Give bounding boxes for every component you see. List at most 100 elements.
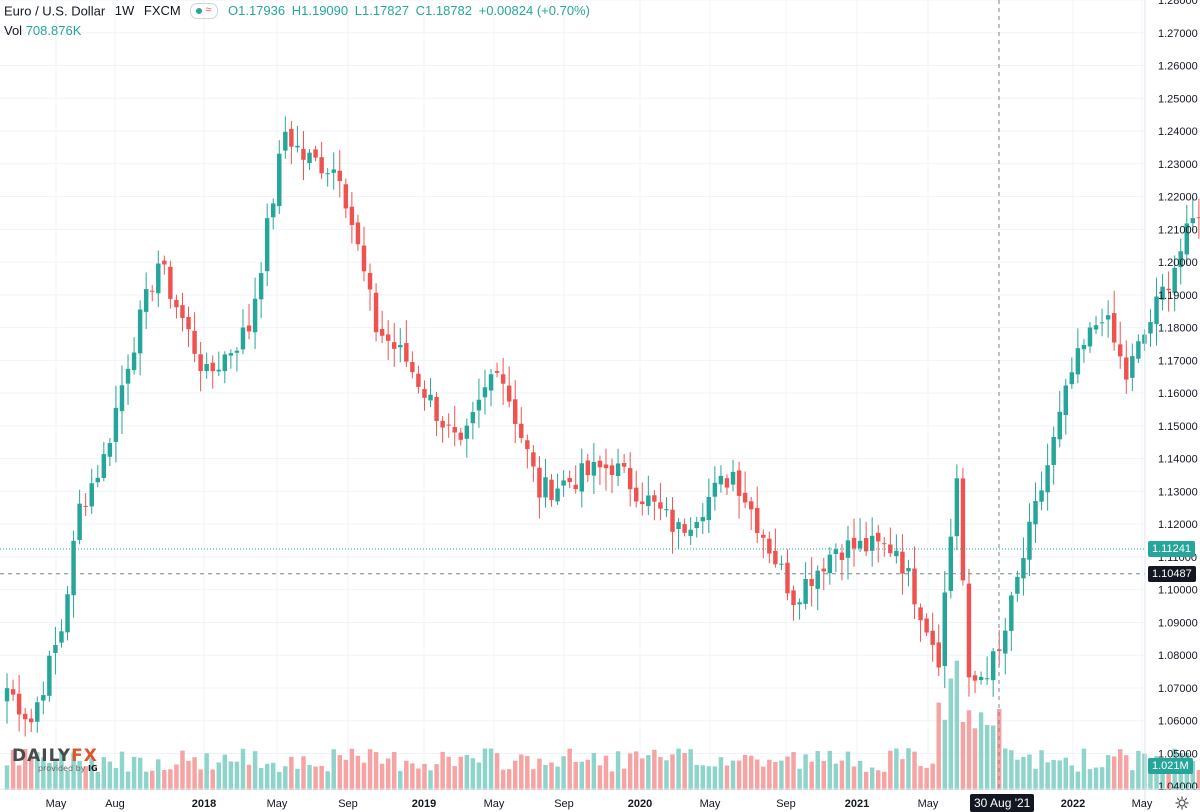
volume-bar: [851, 766, 857, 790]
candle-body: [1130, 356, 1135, 378]
candle-body: [53, 644, 58, 653]
volume-bar: [942, 719, 947, 790]
volume-bar: [779, 760, 784, 790]
volume-bar: [1093, 767, 1099, 790]
crosshair-price-label: 1.10487: [1148, 565, 1196, 582]
candle-body: [676, 522, 681, 530]
candle-body: [791, 590, 796, 606]
volume-bar: [785, 756, 790, 790]
volume-bar: [434, 764, 439, 790]
interval-label[interactable]: 1W: [114, 3, 135, 19]
time-tick-label: 2022: [1061, 798, 1085, 810]
candle-body: [1178, 251, 1183, 268]
gear-icon[interactable]: [1175, 796, 1189, 810]
candle-body: [724, 478, 730, 488]
candle-body: [295, 145, 300, 148]
candle-body: [718, 475, 724, 485]
volume-bar: [621, 768, 627, 790]
crosshair-date-label: 30 Aug '21: [970, 794, 1035, 812]
volume-bar: [458, 756, 463, 790]
price-tick-label: 1.09000: [1158, 617, 1198, 629]
candle-body: [1063, 385, 1068, 416]
volume-bar: [301, 756, 306, 790]
volume-bar: [198, 769, 203, 790]
candle-body: [29, 718, 34, 723]
candle-body: [150, 290, 155, 292]
candle-body: [930, 630, 935, 645]
candle-body: [452, 427, 457, 433]
volume-bar: [349, 748, 355, 790]
volume-bar: [640, 758, 645, 790]
candle-body: [1003, 630, 1008, 654]
candle-body: [555, 488, 560, 502]
volume-bar: [410, 763, 415, 790]
volume-bar: [918, 766, 923, 790]
candle-body: [809, 578, 814, 587]
volume-bar: [180, 750, 185, 790]
symbol-title[interactable]: Euro / U.S. Dollar: [4, 3, 106, 19]
candle-body: [936, 642, 941, 668]
candle-body: [942, 592, 947, 666]
volume-bar: [271, 762, 276, 790]
volume-bar: [960, 721, 966, 790]
candle-body: [525, 440, 530, 450]
candle-body: [682, 524, 687, 533]
price-tick-label: 1.04000: [1158, 781, 1198, 793]
volume-bar: [555, 766, 560, 790]
candle-body: [500, 374, 506, 384]
volume-bar: [47, 762, 52, 790]
volume-bar: [361, 762, 367, 790]
volume-bar: [724, 765, 730, 790]
volume-bar: [888, 750, 893, 790]
logo-text-daily: DAILY: [12, 746, 72, 766]
time-axis[interactable]: May Aug 2018 May Sep 2019 May Sep 2020 May Sep 2021…: [0, 788, 1200, 810]
candle-body: [918, 607, 923, 621]
volume-bar: [1045, 762, 1050, 790]
candle-body: [839, 552, 845, 560]
candle-body: [803, 578, 808, 604]
volume-bar: [634, 751, 639, 790]
candle-body: [373, 292, 379, 333]
volume-bar: [1051, 759, 1056, 790]
candle-body: [156, 263, 161, 294]
candle-body: [264, 218, 270, 272]
candle-body: [579, 463, 584, 492]
high-value: H1.19090: [291, 3, 349, 19]
candle-body: [65, 594, 70, 633]
volume-bar: [277, 771, 282, 790]
candle-body: [186, 316, 191, 330]
market-status-pill[interactable]: ≈: [190, 3, 219, 19]
candle-body: [664, 509, 669, 511]
volume-label[interactable]: Vol: [4, 23, 23, 38]
volume-bars: [4, 660, 1200, 790]
candle-body: [773, 550, 778, 565]
candle-body: [640, 501, 645, 505]
time-tick-label: May: [918, 798, 939, 810]
candle-body: [246, 325, 252, 332]
volume-bar: [972, 728, 978, 790]
volume-bar: [367, 749, 373, 790]
candle-body: [47, 655, 52, 696]
volume-bar: [174, 764, 179, 790]
price-tick-label: 1.08000: [1158, 650, 1198, 662]
volume-bar: [682, 753, 687, 790]
candle-body: [1093, 325, 1099, 330]
price-tick-label: 1.07000: [1158, 683, 1198, 695]
candle-body: [95, 477, 100, 483]
volume-bar: [101, 757, 107, 790]
volume-bar: [658, 757, 663, 790]
time-tick-label: Sep: [338, 798, 358, 810]
candle-body: [349, 206, 355, 226]
volume-bar: [289, 756, 294, 790]
candle-body: [658, 502, 663, 509]
volume-bar: [325, 771, 330, 790]
volume-bar: [1021, 756, 1026, 790]
price-tick-label: 1.18000: [1158, 323, 1198, 335]
candle-body: [730, 471, 736, 485]
volume-bar: [59, 750, 64, 790]
candle-body: [283, 131, 288, 151]
price-axis[interactable]: 1.28000 1.27000 1.26000 1.25000 1.24000 1.230…: [1144, 0, 1198, 811]
candle-body: [652, 495, 657, 502]
volume-bar: [95, 771, 100, 790]
